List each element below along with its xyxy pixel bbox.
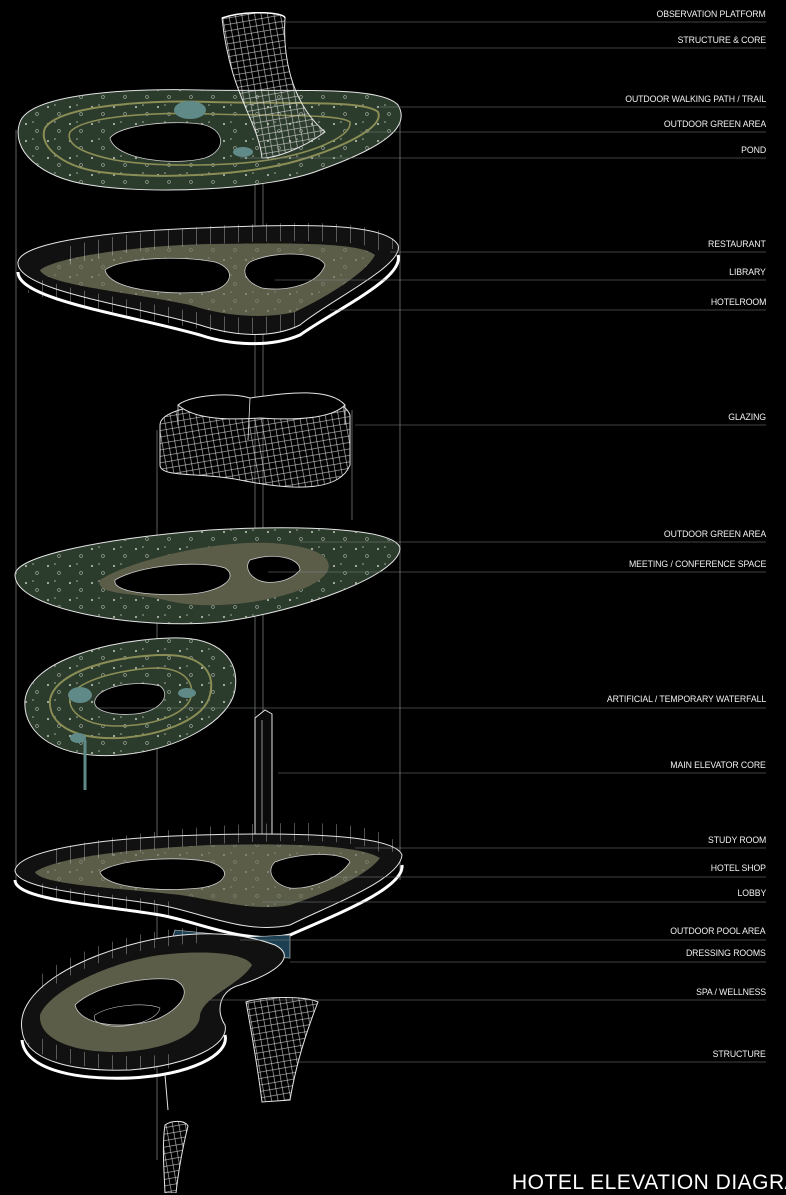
label-hotel-shop: HOTEL SHOP	[710, 863, 766, 874]
spa-level	[20, 927, 291, 1080]
label-waterfall: ARTIFICIAL / TEMPORARY WATERFALL	[606, 694, 766, 705]
label-outdoor-green-area-mid: OUTDOOR GREEN AREA	[663, 529, 766, 540]
roof-level	[17, 11, 402, 191]
glazing-level	[159, 392, 351, 488]
label-structure-core: STRUCTURE & CORE	[677, 35, 766, 46]
label-outdoor-pool-area: OUTDOOR POOL AREA	[670, 926, 766, 937]
label-meeting-conference: MEETING / CONFERENCE SPACE	[628, 559, 766, 570]
meeting-level	[14, 527, 401, 625]
label-spa-wellness: SPA / WELLNESS	[696, 987, 766, 998]
structure-column-large	[245, 997, 319, 1103]
label-study-room: STUDY ROOM	[707, 835, 766, 846]
label-observation-platform: OBSERVATION PLATFORM	[656, 9, 766, 20]
label-structure: STRUCTURE	[712, 1049, 766, 1060]
label-hotelroom: HOTELROOM	[710, 297, 766, 308]
label-glazing: GLAZING	[728, 412, 766, 423]
diagram-title: HOTEL ELEVATION DIAGRAM	[512, 1171, 786, 1194]
label-main-elevator-core: MAIN ELEVATOR CORE	[670, 760, 767, 771]
label-outdoor-green-area-top: OUTDOOR GREEN AREA	[663, 119, 766, 130]
waterfall-level	[24, 637, 237, 790]
hotelroom-level	[16, 222, 400, 346]
structure-column-small	[162, 1120, 189, 1193]
label-lobby: LOBBY	[737, 888, 766, 899]
lobby-level	[13, 822, 404, 939]
label-dressing-rooms: DRESSING ROOMS	[686, 948, 766, 959]
label-restaurant: RESTAURANT	[708, 239, 766, 250]
walking-trail	[42, 100, 380, 177]
leader-lines	[95, 21, 766, 1063]
label-library: LIBRARY	[729, 267, 766, 278]
label-pond: POND	[741, 145, 766, 156]
structure-columns	[162, 997, 319, 1193]
pond-shape	[174, 101, 206, 119]
label-outdoor-walking-path: OUTDOOR WALKING PATH / TRAIL	[625, 94, 766, 105]
